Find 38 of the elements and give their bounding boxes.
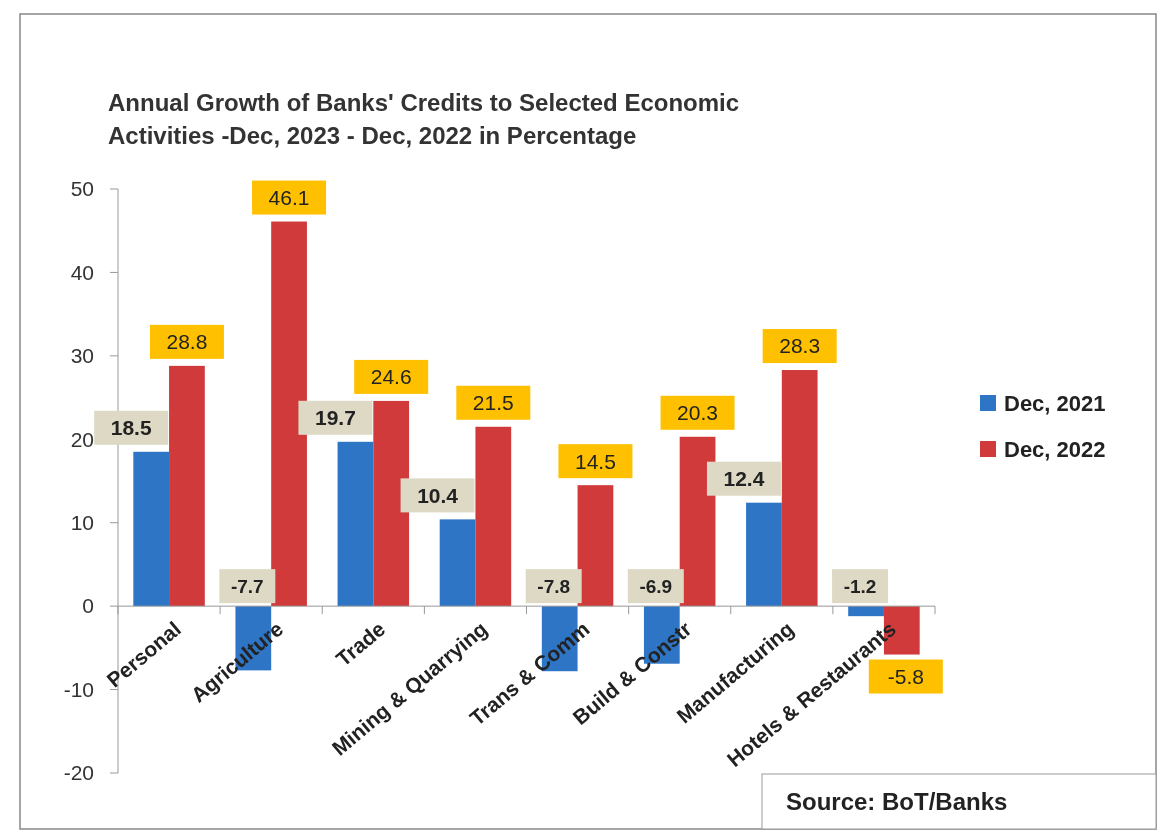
legend-label: Dec, 2022 xyxy=(1004,436,1106,462)
data-label: 12.4 xyxy=(723,467,765,491)
data-label: -1.2 xyxy=(843,575,877,597)
data-label: 20.3 xyxy=(677,401,718,425)
bar xyxy=(475,426,512,607)
source-note: Source: BoT/Banks xyxy=(786,788,1008,816)
bar xyxy=(439,519,476,607)
bar xyxy=(577,485,614,607)
legend-label: Dec, 2021 xyxy=(1004,390,1106,416)
bar xyxy=(337,441,374,607)
y-tick-label: -10 xyxy=(63,677,94,701)
data-label: -7.8 xyxy=(537,575,571,597)
y-tick-label: 10 xyxy=(70,511,94,535)
bar xyxy=(373,400,410,607)
data-label: 18.5 xyxy=(110,416,152,440)
data-label: -6.9 xyxy=(639,575,673,597)
data-label: 28.8 xyxy=(166,330,208,354)
bar xyxy=(781,370,818,607)
bar xyxy=(746,502,782,607)
bar xyxy=(133,451,170,607)
data-label: 21.5 xyxy=(472,391,514,415)
data-label: 46.1 xyxy=(268,185,310,209)
y-tick-label: 20 xyxy=(70,427,94,451)
data-label: 19.7 xyxy=(315,406,356,430)
bar xyxy=(271,221,307,607)
data-label: -7.7 xyxy=(230,575,264,597)
chart-title: Annual Growth of Banks' Credits to Selected Economic Activities -Dec, 2023 - Dec, 2022 in Percentage xyxy=(108,89,740,149)
data-label: 14.5 xyxy=(575,449,616,473)
y-tick-label: 40 xyxy=(70,260,94,284)
y-tick-label: 30 xyxy=(70,344,94,368)
data-label: 24.6 xyxy=(370,365,412,389)
bar xyxy=(169,365,205,607)
y-tick-label: -20 xyxy=(63,761,94,785)
y-tick-label: 0 xyxy=(82,594,94,618)
data-label: 10.4 xyxy=(417,483,459,507)
data-label: 28.3 xyxy=(779,334,821,358)
y-tick-label: 50 xyxy=(70,177,94,201)
bar xyxy=(679,436,716,607)
